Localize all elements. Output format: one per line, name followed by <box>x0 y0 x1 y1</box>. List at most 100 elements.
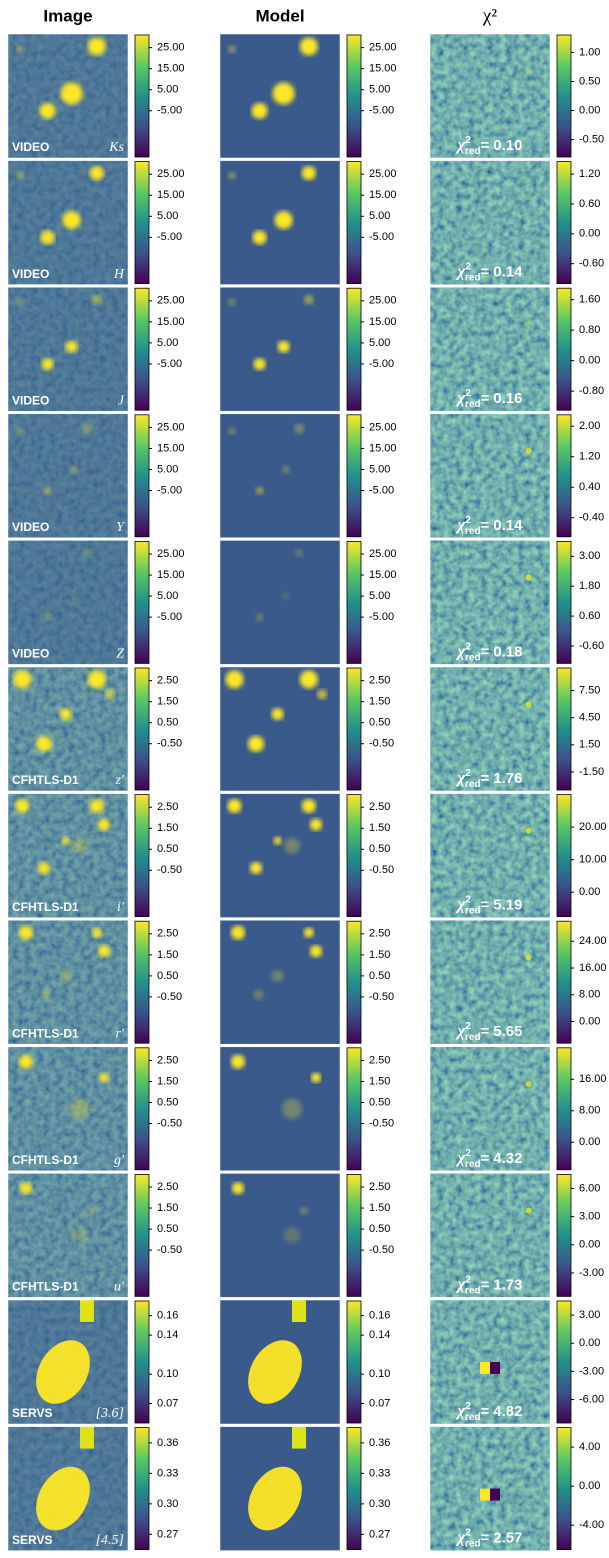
panel-border <box>219 919 341 1045</box>
source <box>248 1340 302 1404</box>
source <box>105 689 115 700</box>
colorbar-tick-label: 5.00 <box>369 337 390 349</box>
colorbar-tick-label: 0.50 <box>369 1096 390 1108</box>
noise <box>430 160 550 285</box>
colorbar-tick-label: 15.00 <box>157 316 185 328</box>
source <box>227 799 242 813</box>
colorbar-tick-label: -3.00 <box>579 1365 604 1377</box>
residual <box>525 194 532 201</box>
band-label: i′ <box>117 900 125 915</box>
source <box>39 102 56 119</box>
band-label: H <box>113 267 125 282</box>
chi2-label: χ2 red= 4.82 <box>456 1401 523 1423</box>
colorbar-tick-label: 5.00 <box>369 463 390 475</box>
colorbar-tick-label: 0.50 <box>157 1096 178 1108</box>
colorbar-tick-label: 2.50 <box>157 675 178 687</box>
colorbar-tick-label: 16.00 <box>579 962 607 974</box>
panel <box>219 1173 341 1298</box>
panel-border <box>219 33 341 159</box>
chi2-symbol: χ <box>456 1274 467 1293</box>
panel <box>429 1299 551 1425</box>
colorbar-tick-label: 0.00 <box>579 1015 600 1027</box>
panel <box>7 33 129 159</box>
colorbar-tick-label: -4.00 <box>579 1519 604 1531</box>
chi2-sub: red <box>465 525 481 536</box>
panel <box>7 160 129 285</box>
panel <box>7 919 129 1045</box>
colorbar-tick-label: -5.00 <box>369 484 394 496</box>
source <box>271 708 284 721</box>
noise <box>430 920 550 1045</box>
survey-label: SERVS <box>12 1533 52 1547</box>
colorbar <box>556 1300 572 1424</box>
colorbar-tick-label: 25.00 <box>369 421 397 433</box>
panel-border <box>429 666 551 792</box>
colorbar <box>556 541 572 664</box>
panel-border <box>429 160 551 285</box>
chi2-sup: 2 <box>465 514 471 525</box>
source <box>41 989 52 1000</box>
panel <box>219 666 341 792</box>
chi2-label: χ2 red= 1.73 <box>456 1274 523 1296</box>
column-title: Model <box>255 6 304 25</box>
panel <box>219 1299 341 1425</box>
colorbar-tick-label: 20.00 <box>579 821 607 833</box>
source <box>59 970 72 982</box>
source <box>231 925 245 940</box>
panel-border <box>429 1173 551 1298</box>
chi2-sup: 2 <box>465 768 471 779</box>
colorbar-tick-label: -0.50 <box>157 1117 182 1129</box>
colorbar-tick-label: 2.50 <box>157 801 178 813</box>
colorbar-tick-label: 1.50 <box>157 1075 178 1087</box>
panel-border <box>219 1299 341 1425</box>
colorbar-tick-label: 0.00 <box>579 228 600 240</box>
chi2-label: χ2 red= 0.14 <box>456 261 524 283</box>
colorbar <box>346 794 362 917</box>
chi2-sup: 2 <box>465 1401 471 1412</box>
colorbar <box>556 414 572 538</box>
source <box>98 945 110 958</box>
panel <box>7 540 129 665</box>
residual <box>490 1362 500 1374</box>
colorbar <box>346 34 362 158</box>
colorbar <box>346 414 362 538</box>
chi2-sub: red <box>465 399 481 410</box>
panel-border <box>429 413 551 539</box>
source <box>36 735 52 752</box>
panel <box>429 1173 551 1298</box>
colorbar <box>556 161 572 285</box>
colorbar-tick-label: 1.50 <box>157 1202 178 1214</box>
residual <box>525 321 532 328</box>
survey-label: VIDEO <box>12 267 49 281</box>
colorbar-tick-label: 15.00 <box>157 569 185 581</box>
panel <box>429 1426 551 1551</box>
chi2-symbol: χ <box>456 768 467 787</box>
colorbar-tick-label: 5.00 <box>369 84 390 96</box>
survey-label: VIDEO <box>12 393 49 407</box>
panel-border <box>7 33 129 159</box>
source <box>40 230 55 245</box>
colorbar-tick-label: 15.00 <box>157 63 185 75</box>
noise <box>430 1173 550 1298</box>
colorbar-tick-label: -5.00 <box>157 358 182 370</box>
colorbar-tick-label: 0.30 <box>157 1498 178 1510</box>
panel <box>219 1426 341 1551</box>
source <box>80 1300 94 1322</box>
colorbar <box>134 1300 150 1424</box>
chi2-sup: 2 <box>465 135 471 146</box>
colorbar-tick-label: 25.00 <box>157 168 185 180</box>
chi2-sup: 2 <box>465 641 471 652</box>
colorbar-tick-label: 0.50 <box>157 843 178 855</box>
source <box>228 298 236 307</box>
source <box>248 735 264 752</box>
source <box>301 799 316 813</box>
chi2-label: χ2 red= 0.10 <box>456 135 523 157</box>
residual <box>480 1362 490 1374</box>
colorbar-tick-label: 0.14 <box>369 1329 390 1341</box>
colorbar-tick-label: 0.10 <box>369 1368 390 1380</box>
panel-border <box>219 1173 341 1298</box>
source <box>292 1426 306 1449</box>
colorbar-tick-label: 4.00 <box>579 1441 600 1453</box>
colorbar-tick-label: -5.00 <box>157 611 182 623</box>
colorbar-tick-label: 0.00 <box>579 104 600 116</box>
